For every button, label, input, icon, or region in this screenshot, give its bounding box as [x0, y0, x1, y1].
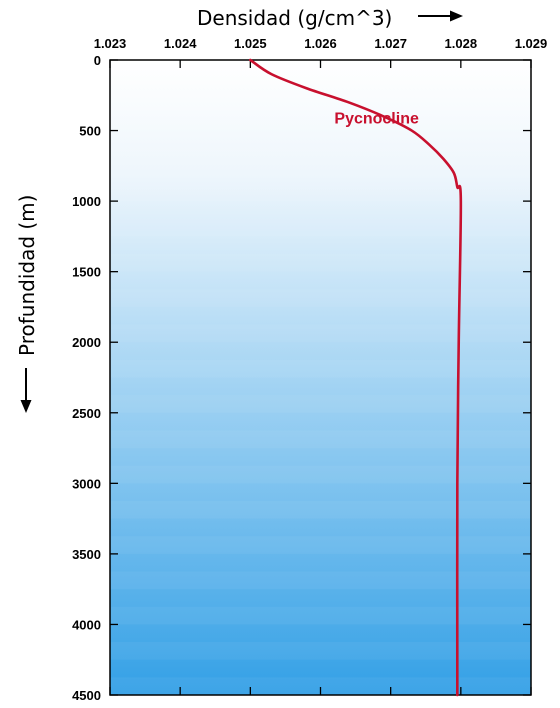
y-tick-label: 1000	[72, 194, 101, 209]
y-tick-label: 2500	[72, 406, 101, 421]
water-band	[110, 359, 531, 378]
y-axis-arrow-icon	[20, 368, 32, 413]
y-tick-label: 4500	[72, 688, 101, 703]
x-axis-arrow-icon	[418, 10, 463, 22]
water-band	[110, 218, 531, 237]
y-tick-label: 500	[79, 124, 101, 139]
water-band	[110, 148, 531, 166]
y-axis-title: Profundidad (m)	[15, 195, 39, 356]
water-band	[110, 677, 531, 695]
water-band	[110, 112, 531, 131]
x-tick-label: 1.028	[445, 36, 478, 51]
water-band	[110, 254, 531, 272]
y-tick-label: 1500	[72, 265, 101, 280]
x-tick-label: 1.026	[304, 36, 337, 51]
water-band	[110, 430, 531, 449]
y-tick-label: 2000	[72, 335, 101, 350]
density-curve	[249, 58, 463, 697]
x-tick-label: 1.025	[234, 36, 267, 51]
x-tick-label: 1.024	[164, 36, 197, 51]
x-tick-label: 1.027	[374, 36, 407, 51]
water-band	[110, 500, 531, 519]
y-tick-label: 0	[94, 53, 101, 68]
water-band	[110, 642, 531, 660]
water-band	[110, 395, 531, 413]
plot-background	[110, 60, 531, 695]
water-band	[110, 183, 531, 202]
y-tick-label: 3000	[72, 476, 101, 491]
x-axis: 1.023 1.024 1.025 1.026 1.027 1.028 1.029	[94, 36, 548, 695]
water-band	[110, 606, 531, 625]
pycnocline-label: Pycnocline	[334, 111, 419, 128]
water-band	[110, 536, 531, 554]
water-band	[110, 77, 531, 96]
x-tick-label: 1.029	[515, 36, 548, 51]
water-band	[110, 289, 531, 307]
water-band	[110, 571, 531, 590]
y-tick-label: 3500	[72, 547, 101, 562]
x-axis-title: Densidad (g/cm^3)	[197, 6, 392, 30]
y-axis: 0 500 1000 1500 2000 2500 3000 3500 4000 4500	[72, 53, 531, 703]
x-tick-label: 1.023	[94, 36, 127, 51]
y-tick-label: 4000	[72, 617, 101, 632]
water-band	[110, 324, 531, 343]
water-band	[110, 465, 531, 484]
water-bands	[110, 77, 531, 695]
